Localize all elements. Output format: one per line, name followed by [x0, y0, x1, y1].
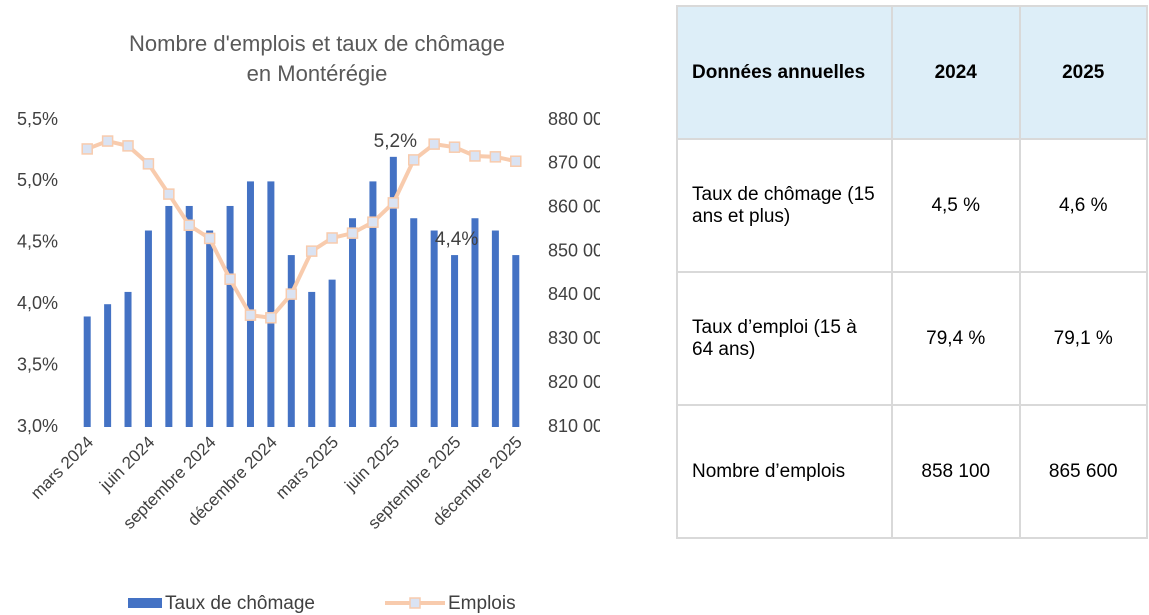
- chart-title: en Montérégie: [247, 61, 388, 86]
- marker: [81, 143, 93, 155]
- marker: [265, 312, 277, 324]
- x-tick-label: mars 2024: [27, 433, 97, 503]
- cell: 4,6 %: [1018, 138, 1148, 273]
- line: [86, 138, 517, 320]
- y-tick-label: 3,5%: [17, 354, 58, 374]
- marker: [489, 151, 502, 163]
- marker: [285, 288, 298, 300]
- marker: [305, 245, 318, 257]
- legend-label: Emplois: [448, 593, 516, 614]
- header-row: Données annuelles 2024 2025: [676, 5, 1148, 140]
- y-tick-label: 5,5%: [17, 109, 58, 129]
- bar: [124, 291, 132, 427]
- bar: [206, 230, 214, 427]
- y2-tick-label: 830 000: [548, 328, 600, 348]
- bar: [349, 218, 357, 427]
- bar: [451, 255, 459, 427]
- header-cell: Données annuelles: [676, 5, 893, 140]
- marker: [387, 197, 400, 209]
- marker: [224, 273, 236, 285]
- bar: [491, 230, 499, 427]
- cell: 4,5 %: [891, 138, 1021, 273]
- marker: [428, 138, 440, 150]
- row: Nombre d’emplois 858 100 865 600: [676, 404, 1148, 539]
- bar: [287, 255, 295, 427]
- y2-tick-label: 820 000: [548, 372, 600, 392]
- row-label: Taux d’emploi (15 à 64 ans): [676, 271, 893, 406]
- bar: [246, 181, 254, 427]
- bar: [165, 205, 173, 427]
- row: Taux de chômage (15 ans et plus) 4,5 % 4…: [676, 138, 1148, 273]
- bar: [471, 218, 479, 427]
- bar: [369, 181, 377, 427]
- y-tick-label: 3,0%: [17, 416, 58, 436]
- marker: [101, 135, 114, 147]
- data-label: 5,2%: [374, 131, 417, 152]
- marker: [203, 232, 216, 245]
- marker: [448, 141, 461, 153]
- y2-tick-label: 840 000: [548, 284, 600, 304]
- cell: 79,1 %: [1018, 271, 1148, 406]
- cell: 865 600: [1018, 404, 1148, 539]
- cell: 858 100: [891, 404, 1021, 539]
- marker: [326, 232, 338, 244]
- y2-tick-label: 880 000: [548, 109, 600, 129]
- marker: [244, 309, 257, 321]
- legend-label: Taux de chômage: [165, 593, 315, 614]
- marker: [469, 150, 481, 162]
- bar: [83, 316, 91, 427]
- bar: [430, 230, 438, 427]
- bar: [410, 218, 418, 427]
- marker: [183, 219, 195, 232]
- x-tick-label: mars 2025: [272, 433, 342, 503]
- bar: [104, 304, 112, 427]
- bar: [144, 230, 152, 427]
- x-tick-label: juin 2025: [340, 433, 403, 496]
- y-tick-label: 4,5%: [17, 232, 58, 252]
- bar: [226, 205, 234, 427]
- marker: [367, 216, 379, 228]
- marker: [510, 155, 522, 167]
- marker: [122, 140, 134, 152]
- row-label: Nombre d’emplois: [676, 404, 893, 539]
- bar: [267, 181, 275, 427]
- chart: Nombre d'emplois et taux de chômage en Mo…: [17, 31, 600, 614]
- legend-marker: [409, 597, 421, 609]
- bar: [328, 279, 336, 427]
- marker: [346, 227, 359, 239]
- y2-tick-label: 860 000: [548, 196, 600, 216]
- data-label: 4,4%: [435, 229, 478, 250]
- chart-title: Nombre d'emplois et taux de chômage: [129, 31, 505, 56]
- marker: [142, 158, 155, 170]
- y-tick-label: 5,0%: [17, 170, 58, 190]
- y2-tick-label: 850 000: [548, 240, 600, 260]
- marker: [163, 188, 175, 200]
- bar: [308, 291, 316, 427]
- bar: [512, 255, 520, 427]
- y2-tick-label: 870 000: [548, 153, 600, 173]
- bar: [389, 156, 397, 427]
- header-cell: 2024: [891, 5, 1021, 140]
- y2-tick-label: 810 000: [548, 416, 600, 436]
- row: Taux d’emploi (15 à 64 ans) 79,4 % 79,1 …: [676, 271, 1148, 406]
- legend-swatch: [128, 598, 162, 608]
- bar: [185, 205, 193, 427]
- marker: [408, 154, 420, 166]
- row-label: Taux de chômage (15 ans et plus): [676, 138, 893, 273]
- data-table: Données annuelles 2024 2025 Taux de chôm…: [676, 5, 1148, 539]
- cell: 79,4 %: [891, 271, 1021, 406]
- x-tick-label: juin 2024: [95, 433, 158, 496]
- y-tick-label: 4,0%: [17, 293, 58, 313]
- header-cell: 2025: [1018, 5, 1148, 140]
